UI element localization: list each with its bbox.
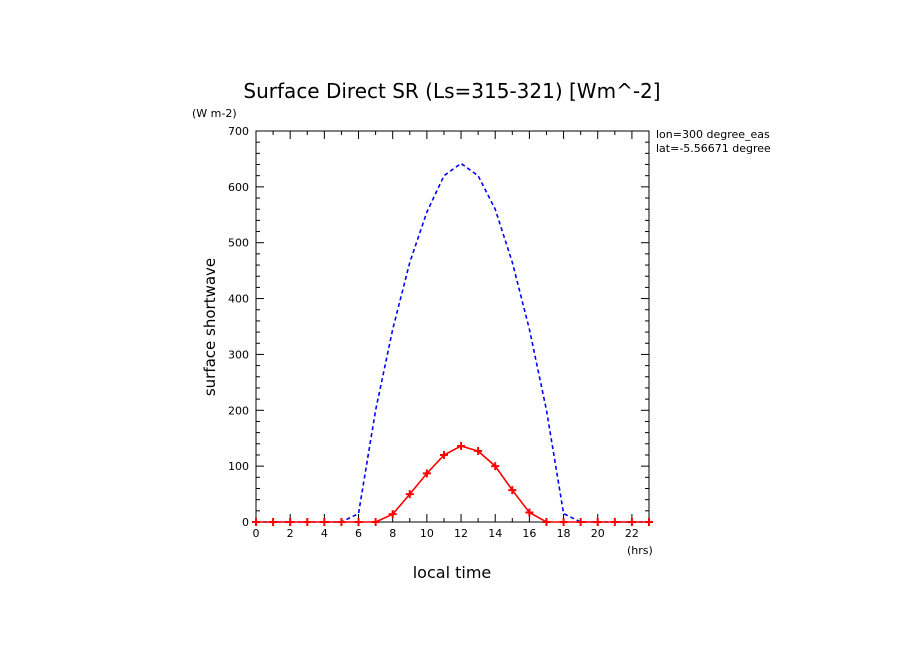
x-tick-label: 22: [625, 527, 639, 540]
series-1-point: [457, 442, 466, 451]
x-tick-label: 2: [287, 527, 294, 540]
series-1-point: [508, 486, 517, 495]
plot-area: 0 2 4 6 8 10 12 14 16 18 20 22 0 100 200 300 400 500 600 70…: [228, 125, 653, 540]
series-1-point: [627, 518, 636, 526]
chart-title: Surface Direct SR (Ls=315-321) [Wm^-2]: [243, 79, 660, 103]
series-1-point: [286, 518, 295, 526]
y-tick-label: 700: [228, 125, 249, 138]
info-lon: lon=300 degree_eas: [656, 128, 770, 141]
series-1-point: [645, 518, 653, 526]
series-1-point: [269, 518, 278, 526]
x-tick-label: 0: [253, 527, 260, 540]
y-tick-label: 500: [228, 237, 249, 250]
series-1-point: [320, 518, 329, 526]
y-tick-label: 100: [228, 460, 249, 473]
y-units-label: (W m-2): [192, 107, 237, 120]
series-1-point: [337, 518, 346, 526]
x-tick-label: 20: [591, 527, 605, 540]
y-tick-label: 400: [228, 293, 249, 306]
series-1-point: [405, 490, 414, 499]
series-1-point: [491, 462, 500, 471]
x-tick-label: 12: [454, 527, 468, 540]
y-tick-label: 200: [228, 404, 249, 417]
series-1-point: [422, 469, 431, 478]
x-tick-label: 16: [522, 527, 536, 540]
series-1-point: [610, 518, 619, 526]
series-1-point: [252, 518, 260, 526]
series-1-point: [354, 518, 363, 526]
series-1-point: [559, 518, 568, 526]
x-tick-label: 18: [557, 527, 571, 540]
x-axis-label: local time: [413, 563, 492, 582]
x-units-label: (hrs): [627, 544, 653, 557]
series-1-point: [593, 518, 602, 526]
y-tick-label: 0: [242, 516, 249, 529]
series-1-line: [256, 445, 649, 523]
info-lat: lat=-5.56671 degree: [656, 142, 771, 155]
series-1-point: [371, 518, 380, 526]
plot-frame: [255, 130, 650, 523]
x-tick-label: 4: [321, 527, 328, 540]
y-tick-label: 300: [228, 348, 249, 361]
series-1-point: [474, 447, 483, 456]
x-tick-label: 10: [420, 527, 434, 540]
series-0-line: [256, 162, 649, 523]
x-tick-label: 8: [389, 527, 396, 540]
series-1-point: [576, 518, 585, 526]
series-1-point: [303, 518, 312, 526]
series-1-point: [388, 510, 397, 519]
series-1-point: [439, 450, 448, 459]
y-tick-label: 600: [228, 181, 249, 194]
series-1-point: [525, 508, 534, 517]
x-tick-label: 14: [488, 527, 502, 540]
x-tick-label: 6: [355, 527, 362, 540]
series-1-point: [542, 518, 551, 526]
y-axis-label: surface shortwave: [201, 258, 219, 396]
